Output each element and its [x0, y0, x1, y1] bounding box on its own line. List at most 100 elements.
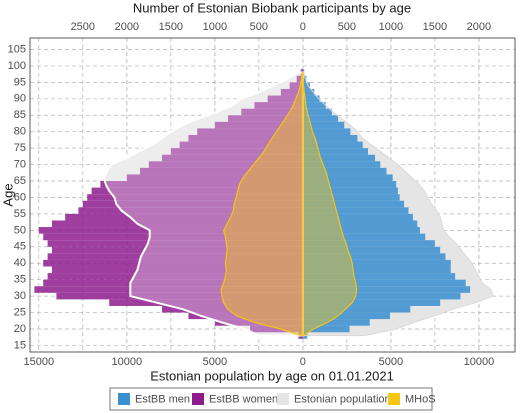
bar [241, 108, 303, 116]
bar [302, 154, 376, 162]
y-tick-label: 35 [14, 274, 26, 286]
bar [302, 95, 320, 103]
y-tick-label: 15 [14, 339, 26, 351]
y-tick-label: 65 [14, 175, 26, 187]
x2-tick-label: 1000 [203, 21, 227, 33]
bar [302, 220, 418, 228]
bar [302, 141, 363, 149]
bar [302, 115, 339, 122]
bar [214, 121, 303, 129]
bar [34, 286, 303, 293]
x-tick-label: 15000 [24, 356, 55, 368]
bar [250, 325, 303, 333]
bar [302, 128, 351, 135]
bar [162, 154, 303, 162]
bar [214, 319, 303, 326]
bar [302, 305, 411, 313]
legend-label: Estonian population [294, 393, 391, 405]
bar [179, 141, 303, 149]
bar [267, 95, 303, 103]
y-tick-label: 70 [14, 158, 26, 170]
y-tick-label: 55 [14, 208, 26, 220]
y-tick-label: 95 [14, 76, 26, 88]
y-axis-title: Age [0, 183, 15, 206]
bar [302, 75, 307, 83]
y-tick-label: 25 [14, 306, 26, 318]
legend-swatch [192, 393, 204, 405]
bar [148, 161, 303, 168]
bar [52, 246, 303, 254]
bar [43, 259, 303, 267]
x2-tick-label: 2000 [467, 21, 491, 33]
y-tick-label: 105 [8, 43, 26, 55]
x-axis-title: Estonian population by age on 01.01.2021 [150, 368, 394, 383]
legend-swatch [388, 393, 400, 405]
bar [302, 102, 326, 109]
bar [47, 273, 303, 280]
bar [302, 286, 471, 293]
chart-title: Number of Estonian Biobank participants … [133, 0, 411, 15]
bar [302, 292, 461, 300]
x2-tick-label: 2500 [71, 21, 95, 33]
bar [302, 187, 398, 195]
bar [43, 233, 303, 241]
bar [228, 115, 303, 122]
legend-box [109, 387, 433, 411]
bar [65, 213, 303, 221]
x2-tick-label: 0 [300, 21, 306, 33]
area [302, 71, 358, 337]
bar [302, 266, 451, 274]
bar [302, 273, 456, 280]
y-tick-label: 50 [14, 224, 26, 236]
x2-tick-label: 500 [250, 21, 268, 33]
area [220, 71, 304, 337]
x2-tick-label: 1000 [379, 21, 403, 33]
y-tick-label: 20 [14, 323, 26, 335]
y-tick-label: 45 [14, 241, 26, 253]
y-tick-label: 60 [14, 191, 26, 203]
bar [43, 279, 303, 287]
y-tick-label: 100 [8, 60, 26, 72]
bar [302, 161, 381, 168]
bar [78, 207, 303, 214]
bar [302, 181, 397, 188]
bar [302, 134, 358, 142]
x-tick-label: 5000 [203, 356, 227, 368]
bar [302, 200, 405, 208]
bar [254, 102, 303, 109]
plot-border [29, 37, 516, 353]
bar [140, 167, 303, 175]
bar [302, 240, 435, 247]
bar [52, 220, 303, 228]
bar [302, 259, 451, 267]
bar [302, 194, 400, 201]
bar [302, 233, 426, 241]
bar [302, 148, 369, 155]
legend-label: EstBB women [209, 393, 278, 405]
x2-tick-label: 1500 [423, 21, 447, 33]
y-tick-label: 85 [14, 109, 26, 121]
bar [82, 200, 303, 208]
bar [52, 266, 303, 274]
x2-tick-label: 2000 [115, 21, 139, 33]
bar [302, 108, 332, 116]
bar [302, 319, 370, 326]
x-tick-label: 10000 [464, 356, 495, 368]
x-tick-label: 5000 [379, 356, 403, 368]
bar [302, 82, 310, 89]
x2-tick-label: 1500 [159, 21, 183, 33]
bar [38, 227, 303, 234]
bar [296, 75, 303, 83]
bar [91, 187, 303, 195]
legend-swatch [277, 393, 289, 405]
legend-label: EstBB men [135, 393, 190, 405]
bar [302, 312, 391, 320]
bar [197, 128, 303, 135]
bar [109, 299, 303, 306]
y-tick-label: 90 [14, 93, 26, 105]
bar [302, 88, 315, 96]
bar [302, 279, 466, 287]
bar [302, 299, 441, 306]
bar [302, 121, 345, 129]
